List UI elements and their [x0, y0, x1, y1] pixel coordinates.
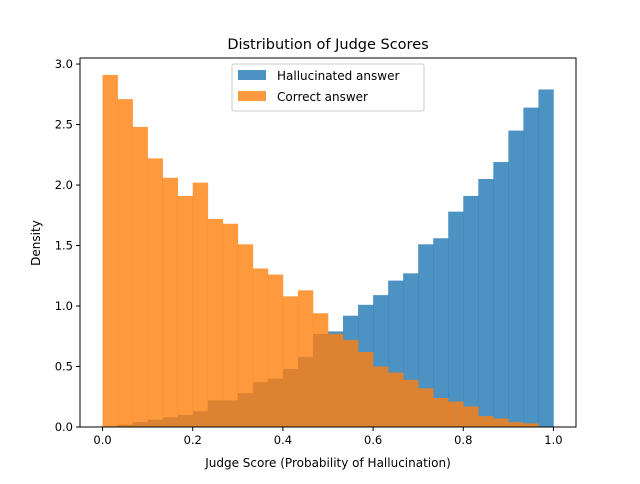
histogram-bar — [117, 99, 133, 427]
histogram-bar — [282, 296, 299, 427]
x-tick-label: 0.0 — [93, 433, 111, 447]
histogram-bar — [102, 74, 118, 427]
histogram-bar — [207, 218, 224, 427]
x-tick-label: 0.6 — [364, 433, 382, 447]
histogram-bar — [358, 351, 374, 427]
histogram-bar — [508, 422, 524, 427]
legend-box — [231, 63, 425, 112]
chart-title: Distribution of Judge Scores — [227, 37, 428, 53]
histogram-bar — [388, 372, 404, 427]
legend-label-hallucinated: Hallucinated answer — [277, 69, 399, 83]
y-tick-label: 2.0 — [55, 178, 73, 192]
histogram-bar — [343, 339, 359, 427]
y-tick-label: 1.0 — [55, 299, 73, 313]
histogram-bar — [267, 274, 284, 427]
histogram-bar — [312, 313, 329, 427]
y-axis-label: Density — [29, 220, 43, 266]
histogram-bar — [493, 418, 509, 427]
histogram-bar — [373, 366, 389, 427]
histogram-bar — [403, 379, 419, 427]
histogram-bar — [418, 388, 434, 427]
legend-swatch-hallucinated — [238, 70, 266, 80]
y-tick-label: 1.5 — [55, 239, 73, 253]
x-tick-label: 0.2 — [184, 433, 202, 447]
legend-swatch-correct — [238, 91, 266, 101]
axes-frame — [79, 57, 577, 428]
histogram-bar — [538, 89, 554, 427]
histogram-bars — [102, 74, 554, 428]
histogram-bar — [478, 416, 494, 427]
x-tick-label: 1.0 — [544, 433, 562, 447]
y-tick-label: 0.0 — [55, 420, 73, 434]
histogram-bar — [508, 130, 524, 428]
histogram-bar — [222, 223, 239, 427]
histogram-bar — [448, 401, 464, 427]
histogram-bar — [328, 333, 344, 427]
histogram-bar — [433, 397, 449, 427]
histogram-bar — [192, 182, 209, 427]
x-axis-ticks: 0.0 0.2 0.4 0.6 0.8 1.0 — [93, 427, 563, 447]
histogram-bar — [162, 177, 178, 427]
histogram-bar — [523, 423, 539, 427]
x-axis-label: Judge Score (Probability of Hallucinatio… — [204, 456, 451, 470]
x-tick-label: 0.8 — [454, 433, 472, 447]
histogram-bar — [478, 178, 494, 427]
histogram-bar — [448, 211, 464, 427]
histogram-bar — [237, 244, 254, 427]
histogram-bar — [252, 268, 269, 427]
histogram-bar — [523, 107, 539, 428]
y-tick-label: 2.5 — [55, 118, 73, 132]
histogram-bar — [147, 158, 163, 428]
histogram-bar — [297, 290, 314, 427]
histogram-bar — [177, 195, 194, 427]
histogram-bar — [433, 238, 449, 427]
histogram-bar — [463, 195, 479, 427]
y-tick-label: 0.5 — [55, 360, 73, 374]
histogram-bar — [132, 126, 148, 427]
y-axis-ticks: 0.0 0.5 1.0 1.5 2.0 2.5 3.0 — [55, 57, 80, 434]
legend-label-correct: Correct answer — [277, 90, 368, 104]
histogram-bar — [463, 406, 479, 427]
histogram-bar — [418, 244, 434, 427]
legend: Hallucinated answer Correct answer — [231, 63, 425, 112]
y-tick-label: 3.0 — [55, 57, 73, 71]
histogram-bar — [493, 162, 509, 427]
x-tick-label: 0.4 — [274, 433, 292, 447]
